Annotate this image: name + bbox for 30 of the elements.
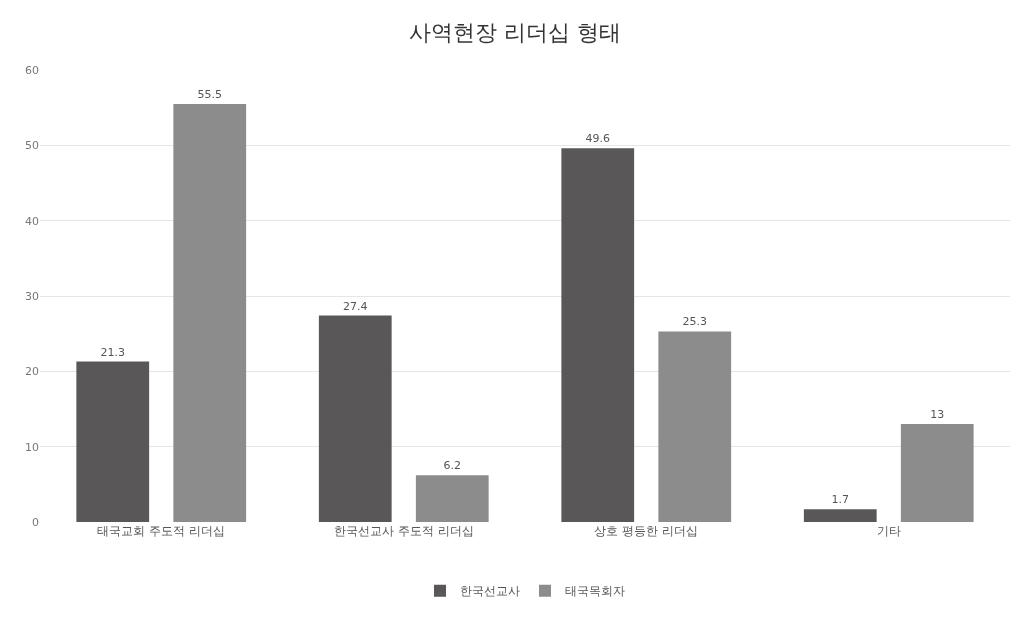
- data-label: 21.3: [100, 345, 125, 359]
- chart-title: 사역현장 리더십 형태: [409, 20, 621, 46]
- y-tick-label: 20: [25, 365, 39, 379]
- data-label: 27.4: [343, 299, 368, 313]
- x-tick-label: 기타: [876, 524, 901, 538]
- y-tick-label: 60: [25, 63, 39, 77]
- bar: [415, 475, 489, 522]
- bar: [900, 424, 974, 522]
- data-label: 13: [930, 408, 945, 422]
- x-tick-label: 상호 평등한 리더십: [594, 524, 699, 538]
- legend-label: 태국목회자: [565, 584, 625, 599]
- bar: [561, 148, 635, 522]
- y-tick-label: 50: [25, 139, 39, 153]
- bar: [318, 315, 392, 522]
- bar: [173, 103, 247, 522]
- bar: [803, 509, 877, 522]
- legend-label: 한국선교사: [460, 584, 520, 599]
- data-label: 49.6: [585, 132, 611, 146]
- y-tick-label: 40: [25, 214, 39, 228]
- data-label: 55.5: [197, 87, 223, 101]
- bar: [658, 331, 732, 522]
- data-label: 6.2: [443, 459, 462, 473]
- x-tick-label: 태국교회 주도적 리더십: [97, 524, 226, 538]
- data-label: 25.3: [682, 315, 707, 329]
- bar: [76, 361, 150, 522]
- y-tick-label: 30: [25, 289, 39, 303]
- y-tick-label: 10: [25, 440, 39, 454]
- y-tick-label: 0: [32, 515, 39, 529]
- x-tick-label: 한국선교사 주도적 리더십: [333, 524, 474, 538]
- data-label: 1.7: [831, 493, 850, 507]
